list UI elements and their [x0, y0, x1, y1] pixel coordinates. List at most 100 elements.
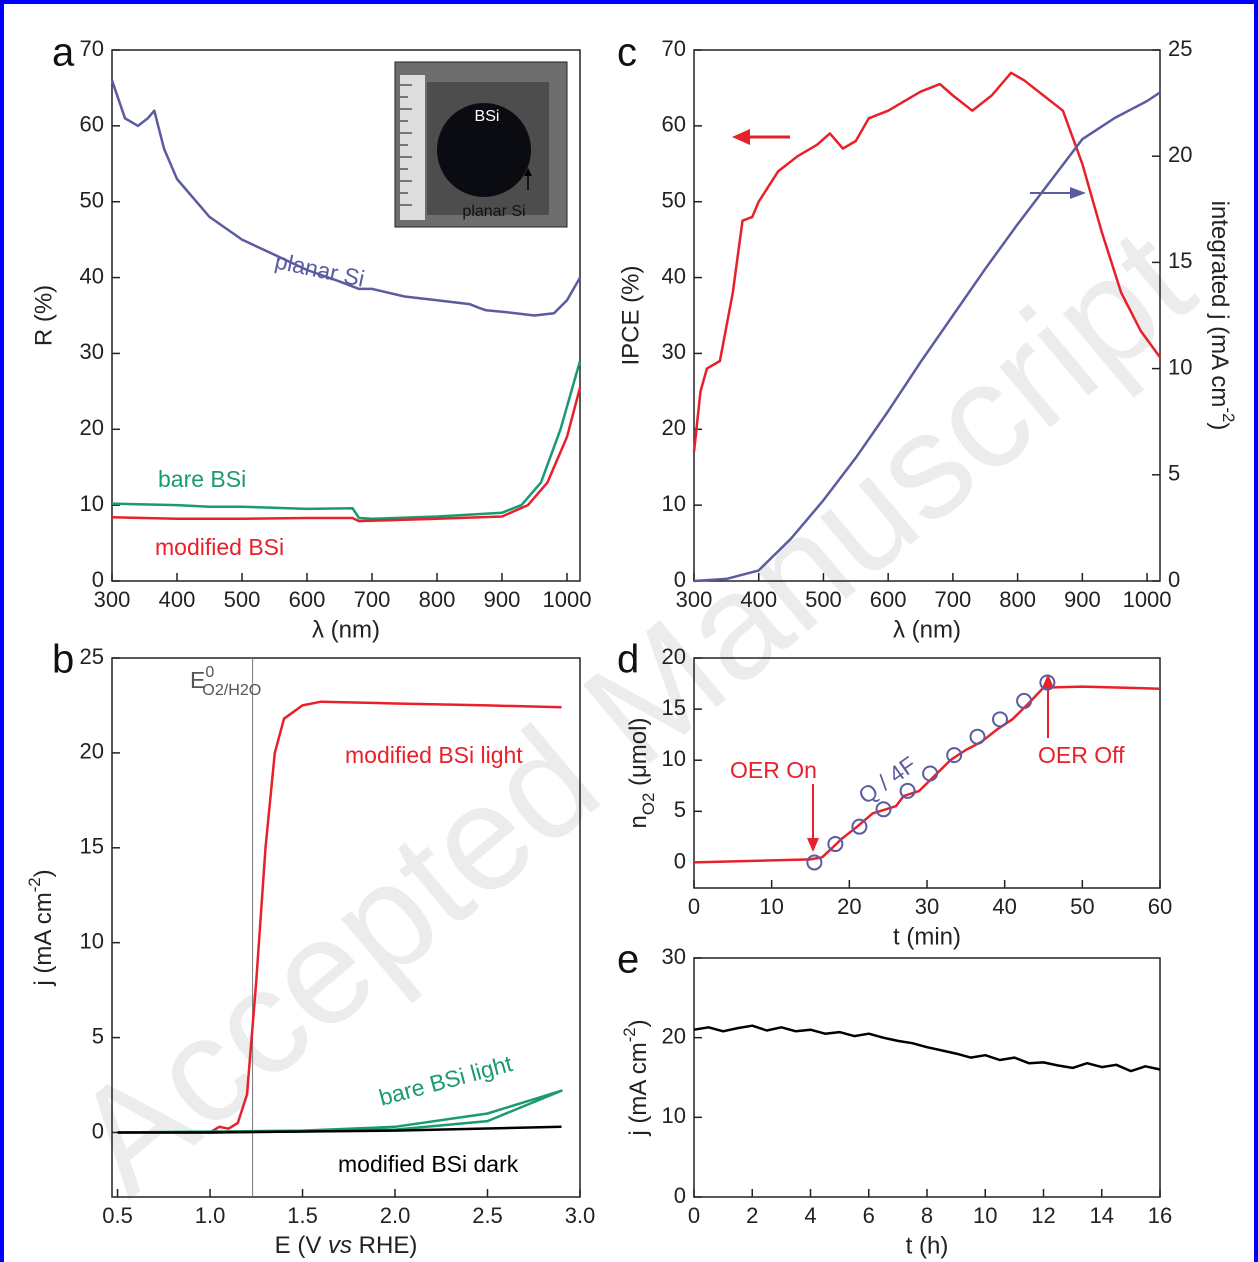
- x-tick-label: 12: [1031, 1203, 1055, 1228]
- x-tick-label: 10: [973, 1203, 997, 1228]
- y2-tick-label: 5: [1168, 461, 1180, 486]
- y-tick-label: 10: [662, 1103, 686, 1128]
- y-tick-label: 10: [662, 746, 686, 771]
- annotation-part: 0: [205, 663, 214, 681]
- y2-tick-label: 25: [1168, 36, 1192, 61]
- y-axis-label: j (mA cm-2): [25, 869, 57, 986]
- y-axis-label: IPCE (%): [617, 265, 644, 365]
- data-line: [111, 387, 582, 523]
- plot-frame: [111, 657, 581, 1198]
- y-tick-label: 10: [662, 491, 686, 516]
- y-tick-label: 30: [662, 339, 686, 364]
- data-point: [851, 818, 868, 835]
- y2-axis-label-part: integrated j (mA cm: [1206, 201, 1233, 408]
- y-tick-label: 60: [662, 112, 686, 137]
- y-axis-label: j (mA cm-2): [620, 1019, 652, 1136]
- y-tick-label: 0: [674, 848, 686, 873]
- y-tick-label: 20: [80, 415, 104, 440]
- x-tick-label: 6: [863, 1203, 875, 1228]
- y-axis-label: R (%): [30, 285, 57, 346]
- y2-tick-label: 15: [1168, 248, 1192, 273]
- y2-tick-label: 10: [1168, 354, 1192, 379]
- x-axis-label: λ (nm): [893, 616, 961, 643]
- y-axis-label-part: n: [625, 815, 652, 828]
- y-tick-label: 20: [662, 644, 686, 669]
- inset-label: planar Si: [462, 203, 525, 220]
- y-tick-label: 30: [80, 339, 104, 364]
- inset-photo: [394, 61, 568, 228]
- x-tick-label: 30: [915, 894, 939, 919]
- y-tick-label: 15: [80, 834, 104, 859]
- data-line: [111, 360, 582, 521]
- x-tick-label: 2.0: [380, 1203, 411, 1228]
- x-tick-label: 14: [1090, 1203, 1114, 1228]
- y-axis-label: nO2 (μmol): [625, 718, 658, 829]
- y-tick-label: 50: [80, 188, 104, 213]
- x-tick-label: 300: [94, 587, 131, 612]
- x-tick-label: 900: [484, 587, 521, 612]
- x-tick-label: 400: [740, 587, 777, 612]
- data-point: [875, 801, 892, 818]
- x-axis-label-part: E (V: [275, 1232, 328, 1259]
- x-tick-label: 500: [805, 587, 842, 612]
- x-axis-label: λ (nm): [312, 616, 380, 643]
- data-point: [946, 747, 963, 764]
- x-axis-label-part: vs: [328, 1232, 352, 1259]
- y-axis-label-part: j (mA cm: [30, 892, 57, 986]
- x-tick-label: 40: [992, 894, 1016, 919]
- inset-label: BSi: [475, 108, 500, 125]
- series-label: Q / 4F: [853, 751, 920, 809]
- y-tick-label: 20: [80, 739, 104, 764]
- data-point: [827, 836, 844, 853]
- arrow: [732, 129, 1086, 852]
- y-tick-label: 15: [662, 695, 686, 720]
- plot-frame: [693, 957, 1161, 1198]
- y2-axis-label-part: -2: [1219, 407, 1238, 422]
- data-point: [806, 854, 823, 871]
- data-line: [693, 91, 1161, 583]
- series-label: modified BSi dark: [338, 1151, 519, 1177]
- data-point: [922, 765, 939, 782]
- data-point: [1039, 674, 1056, 691]
- x-tick-label: 0.5: [102, 1203, 133, 1228]
- x-tick-label: 1.0: [195, 1203, 226, 1228]
- x-tick-label: 3.0: [565, 1203, 596, 1228]
- x-tick-label: 2: [746, 1203, 758, 1228]
- y-tick-label: 10: [80, 928, 104, 953]
- x-tick-label: 50: [1070, 894, 1094, 919]
- y-tick-label: 40: [80, 263, 104, 288]
- annotation-part: E: [190, 667, 205, 693]
- y-tick-label: 5: [92, 1023, 104, 1048]
- x-tick-label: 900: [1064, 587, 1101, 612]
- y-tick-label: 40: [662, 263, 686, 288]
- y2-tick-label: 0: [1168, 567, 1180, 592]
- y-tick-label: 0: [92, 567, 104, 592]
- y-tick-label: 50: [662, 188, 686, 213]
- y2-axis-label: integrated j (mA cm-2): [1206, 201, 1238, 431]
- x-tick-label: 8: [921, 1203, 933, 1228]
- plot-frame: [111, 49, 581, 582]
- x-axis-label-part: RHE): [352, 1232, 417, 1259]
- x-tick-label: 700: [935, 587, 972, 612]
- series-label: bare BSi: [158, 466, 246, 492]
- annotation-part: OER Off: [1038, 742, 1125, 768]
- y-tick-label: 5: [674, 797, 686, 822]
- annotation-part: O2/H2O: [202, 681, 261, 699]
- x-tick-label: 2.5: [472, 1203, 503, 1228]
- x-tick-label: 600: [289, 587, 326, 612]
- x-axis-label: t (h): [906, 1232, 949, 1259]
- x-tick-label: 1000: [543, 587, 592, 612]
- series-label: bare BSi light: [376, 1050, 515, 1111]
- series-label: modified BSi: [155, 534, 284, 560]
- data-line: [110, 79, 582, 317]
- y-tick-label: 0: [92, 1118, 104, 1143]
- panel-letter: b: [52, 638, 74, 682]
- data-point: [969, 728, 986, 745]
- data-point: [899, 782, 916, 799]
- y-tick-label: 0: [674, 567, 686, 592]
- x-tick-label: 300: [676, 587, 713, 612]
- y-tick-label: 20: [662, 1023, 686, 1048]
- plot-frame: [693, 49, 1161, 582]
- annotation: E0 O2/H2O: [190, 663, 261, 699]
